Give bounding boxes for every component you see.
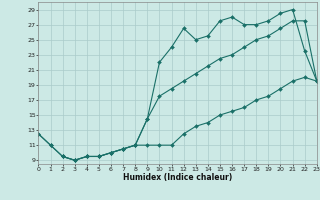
X-axis label: Humidex (Indice chaleur): Humidex (Indice chaleur): [123, 173, 232, 182]
